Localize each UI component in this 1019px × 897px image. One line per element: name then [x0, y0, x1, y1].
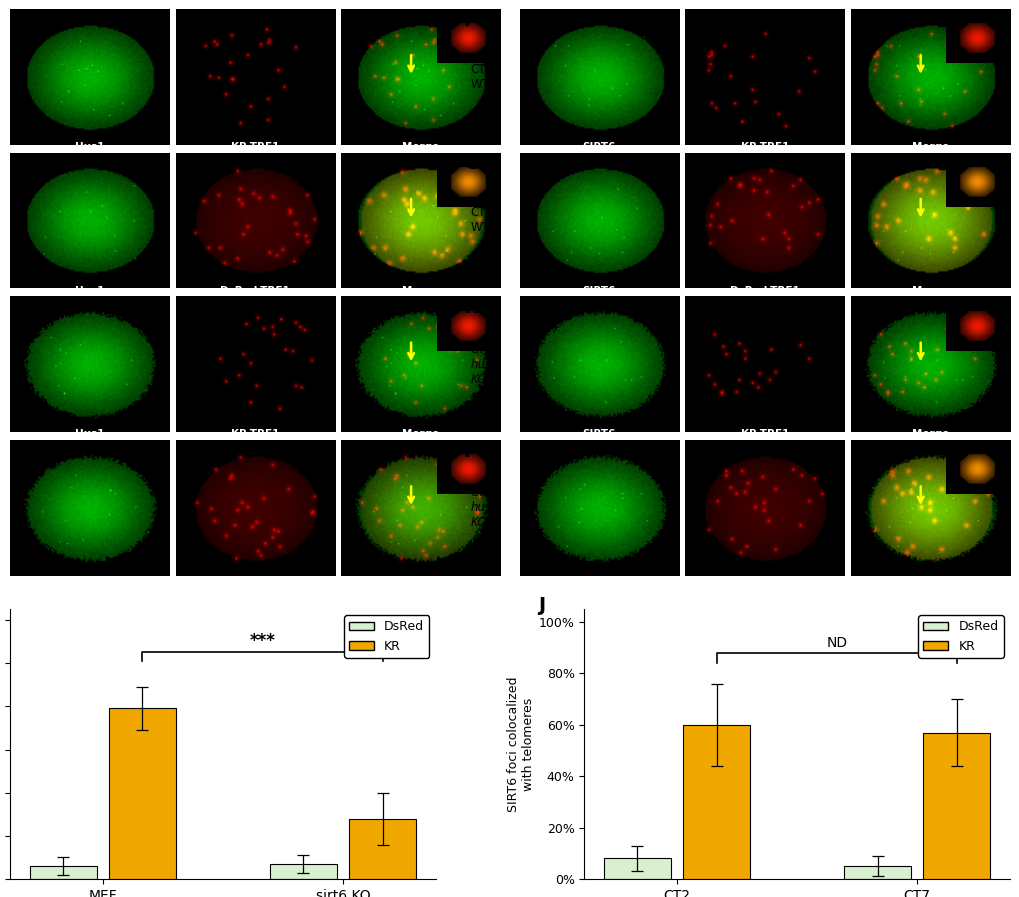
Text: CT7
hus1
KO: CT7 hus1 KO: [471, 486, 499, 529]
Title: KR-TRF1: KR-TRF1: [740, 142, 789, 152]
Title: Merge: Merge: [401, 285, 439, 296]
Title: Hus1: Hus1: [75, 142, 104, 152]
Title: Hus1: Hus1: [75, 0, 104, 8]
Title: Merge: Merge: [401, 430, 439, 440]
Title: KR-TRF1: KR-TRF1: [230, 430, 279, 440]
Bar: [603, 858, 671, 879]
Title: DsRed-TRF1: DsRed-TRF1: [730, 0, 799, 8]
Text: H: H: [464, 299, 478, 318]
Text: CT2
WT: CT2 WT: [471, 63, 493, 91]
Text: CT2
WT: CT2 WT: [471, 206, 493, 234]
Text: J: J: [538, 596, 545, 614]
Bar: [843, 867, 910, 879]
Title: Merge: Merge: [911, 0, 948, 8]
Bar: [30, 867, 97, 879]
Title: DsRed-TRF1: DsRed-TRF1: [220, 285, 289, 296]
Bar: [683, 725, 750, 879]
Legend: DsRed, KR: DsRed, KR: [343, 615, 429, 658]
Title: Hus1: Hus1: [75, 285, 104, 296]
Title: Merge: Merge: [911, 142, 948, 152]
Bar: [269, 864, 336, 879]
Title: DsRed-TRF1: DsRed-TRF1: [730, 285, 799, 296]
Title: Merge: Merge: [911, 430, 948, 440]
Title: Merge: Merge: [401, 0, 439, 8]
Bar: [348, 819, 416, 879]
Title: Merge: Merge: [911, 285, 948, 296]
Text: ***: ***: [250, 632, 275, 650]
Bar: [109, 709, 176, 879]
Text: I: I: [464, 443, 470, 461]
Y-axis label: SIRT6 foci colocalized
with telomeres: SIRT6 foci colocalized with telomeres: [506, 676, 534, 812]
Text: CT7
hus1
KO: CT7 hus1 KO: [471, 343, 499, 386]
Title: Merge: Merge: [401, 142, 439, 152]
Title: SIRT6: SIRT6: [582, 430, 615, 440]
Title: KR-TRF1: KR-TRF1: [740, 430, 789, 440]
Bar: [922, 733, 989, 879]
Text: G: G: [464, 155, 478, 173]
Legend: DsRed, KR: DsRed, KR: [917, 615, 1003, 658]
Title: Hus1: Hus1: [75, 430, 104, 440]
Text: ND: ND: [825, 636, 847, 650]
Title: SIRT6: SIRT6: [582, 142, 615, 152]
Title: KR-TRF1: KR-TRF1: [230, 142, 279, 152]
Text: F: F: [464, 12, 476, 30]
Title: DsRed-TRF1: DsRed-TRF1: [220, 0, 289, 8]
Title: SIRT6: SIRT6: [582, 285, 615, 296]
Title: SIRT6: SIRT6: [582, 0, 615, 8]
